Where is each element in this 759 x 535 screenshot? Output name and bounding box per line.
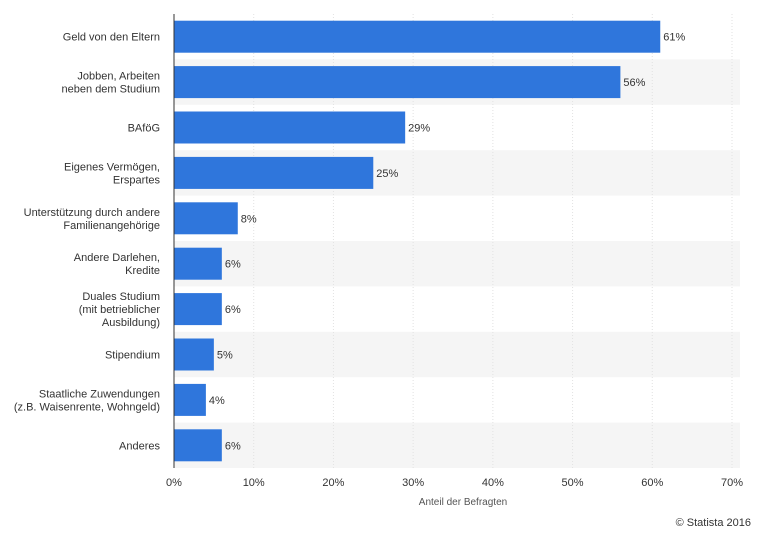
- bar: [174, 429, 222, 462]
- category-label: Stipendium: [105, 350, 160, 362]
- category-label-line: neben dem Studium: [62, 84, 160, 96]
- bar: [174, 20, 661, 53]
- category-label-line: Andere Darlehen,: [74, 252, 160, 264]
- category-label-line: Jobben, Arbeiten: [77, 71, 160, 83]
- category-label-line: Erspartes: [113, 174, 161, 186]
- data-label: 56%: [623, 77, 645, 89]
- category-label: Anderes: [119, 440, 160, 452]
- category-label-line: Ausbildung): [102, 317, 160, 329]
- bar: [174, 111, 406, 144]
- category-label-line: Stipendium: [105, 350, 160, 362]
- row-band: [174, 331, 740, 378]
- category-label-line: Geld von den Eltern: [63, 32, 160, 44]
- data-label: 6%: [225, 440, 241, 452]
- category-label: Jobben, Arbeiten neben dem Studium: [62, 71, 160, 96]
- x-tick-label: 60%: [641, 477, 663, 489]
- category-label: Staatliche Zuwendungen (z.B. Waisenrente,…: [14, 388, 160, 413]
- category-label: Geld von den Eltern: [63, 32, 160, 44]
- data-label: 61%: [663, 32, 685, 44]
- bar: [174, 66, 621, 99]
- category-label-line: Eigenes Vermögen,: [64, 161, 160, 173]
- category-label-line: (z.B. Waisenrente, Wohngeld): [14, 401, 160, 413]
- category-label-line: Anderes: [119, 440, 160, 452]
- category-label-line: Unterstützung durch andere: [24, 207, 160, 219]
- category-label-line: Staatliche Zuwendungen: [39, 388, 160, 400]
- data-label: 6%: [225, 259, 241, 271]
- category-label-line: Familienangehörige: [63, 220, 160, 232]
- category-label: Eigenes Vermögen, Erspartes: [64, 161, 161, 186]
- category-label: BAföG: [128, 123, 160, 135]
- bar: [174, 202, 238, 235]
- bar: [174, 247, 222, 280]
- x-tick-label: 40%: [482, 477, 504, 489]
- bar: [174, 156, 374, 189]
- data-label: 8%: [241, 213, 257, 225]
- x-tick-label: 20%: [322, 477, 344, 489]
- source-credit: © Statista 2016: [675, 517, 751, 529]
- data-label: 5%: [217, 350, 233, 362]
- category-label: Duales Studium (mit betrieblicher Ausbildu…: [79, 291, 161, 329]
- data-label: 25%: [376, 168, 398, 180]
- row-band: [174, 241, 740, 287]
- category-label: Unterstützung durch andere Familienangehö…: [24, 207, 160, 232]
- data-label: 4%: [209, 395, 225, 407]
- category-label-line: Duales Studium: [82, 291, 160, 303]
- x-tick-label: 50%: [562, 477, 584, 489]
- x-tick-label: 30%: [402, 477, 424, 489]
- bar: [174, 293, 222, 326]
- bar: [174, 383, 206, 416]
- row-band: [174, 422, 740, 468]
- x-tick-label: 70%: [721, 477, 743, 489]
- category-label-line: Kredite: [125, 265, 160, 277]
- category-label-line: (mit betrieblicher: [79, 304, 161, 316]
- x-axis-title: Anteil der Befragten: [419, 497, 507, 508]
- category-label-line: BAföG: [128, 123, 160, 135]
- category-label: Andere Darlehen, Kredite: [74, 252, 160, 277]
- data-label: 29%: [408, 123, 430, 135]
- x-tick-label: 0%: [166, 477, 182, 489]
- data-label: 6%: [225, 304, 241, 316]
- bar: [174, 338, 214, 371]
- x-tick-label: 10%: [243, 477, 265, 489]
